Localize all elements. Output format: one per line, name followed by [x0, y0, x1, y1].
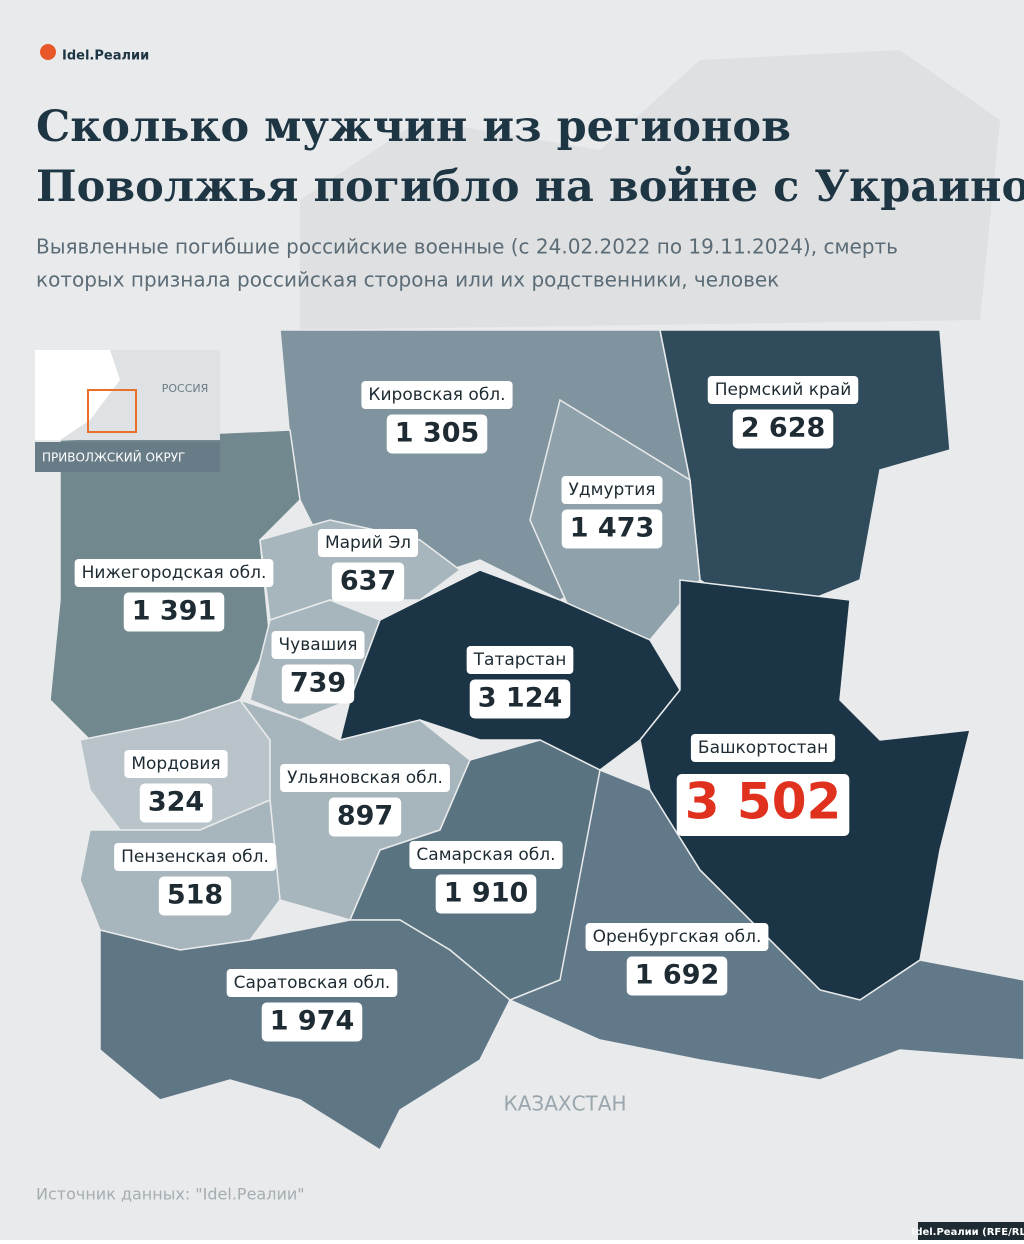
region-name: Саратовская обл. — [234, 973, 391, 993]
value-box — [386, 414, 488, 454]
region-name: Самарская обл. — [416, 845, 555, 865]
title: Поволжья погибло на войне с Украиной — [36, 162, 1024, 212]
label-box — [561, 476, 663, 504]
label-box — [74, 559, 274, 587]
value-box — [561, 509, 663, 549]
region-name: Ульяновская обл. — [287, 768, 443, 788]
logo-icon — [40, 44, 56, 60]
value-box — [281, 664, 355, 704]
inset-frame — [87, 389, 137, 433]
label-box — [707, 376, 859, 404]
subtitle: которых признала российская сторона или … — [36, 268, 779, 292]
subtitle: Выявленные погибшие российские военные (… — [36, 235, 898, 259]
label-box — [317, 529, 419, 557]
value-box — [626, 956, 728, 996]
title: Сколько мужчин из регионов — [36, 102, 791, 152]
region-value: 3 502 — [685, 773, 842, 831]
label-box — [271, 631, 365, 659]
region-name: Пензенская обл. — [121, 847, 269, 867]
background-shape — [300, 50, 1000, 330]
value-box — [139, 783, 213, 823]
region-value: 897 — [337, 801, 393, 832]
inset: РОССИЯ ПРИВОЛЖСКИЙ ОКРУГ — [35, 350, 220, 472]
inset-land — [35, 350, 120, 440]
label-box — [585, 923, 769, 951]
region-name: Мордовия — [131, 754, 220, 774]
region-value: 1 305 — [395, 418, 480, 449]
label-box — [280, 764, 450, 792]
region-value: 324 — [148, 787, 204, 818]
label-box — [466, 646, 574, 674]
credit-bg — [918, 1222, 1024, 1240]
inset-country: РОССИЯ — [162, 382, 209, 395]
label-box — [409, 841, 563, 869]
label-box — [226, 969, 398, 997]
value-box — [331, 562, 405, 602]
region-name: Пермский край — [715, 380, 852, 400]
neighbor-label: КАЗАХСТАН — [504, 1092, 627, 1116]
region — [508, 768, 1024, 1081]
region-name: Марий Эл — [325, 533, 411, 553]
inset-caption: ПРИВОЛЖСКИЙ ОКРУГ — [42, 450, 185, 465]
region-value: 1 692 — [635, 960, 720, 991]
value-box — [435, 874, 537, 914]
region-value: 518 — [167, 880, 223, 911]
credit: Idel.Реалии (RFE/RL) — [912, 1227, 1024, 1238]
value-box — [123, 592, 225, 632]
label-box — [690, 734, 836, 762]
logo-text: Idel.Реалии — [62, 49, 149, 64]
region-name: Чувашия — [279, 635, 358, 655]
region-value: 3 124 — [478, 683, 563, 714]
region-value: 1 974 — [270, 1006, 355, 1037]
inset-caption-bg — [35, 442, 220, 472]
value-box — [732, 409, 834, 449]
value-box — [328, 797, 402, 837]
region-name: Удмуртия — [569, 480, 656, 500]
region-name: Оренбургская обл. — [593, 927, 762, 947]
region-name: Башкортостан — [698, 738, 828, 758]
source: Источник данных: "Idel.Реалии" — [36, 1185, 305, 1204]
logo: Idel.Реалии — [40, 44, 149, 64]
value-box — [158, 876, 232, 916]
label-box — [361, 381, 513, 409]
region-value: 2 628 — [741, 413, 826, 444]
label-box — [114, 843, 276, 871]
region-name: Нижегородская обл. — [82, 563, 267, 583]
value-box — [676, 774, 850, 836]
region-name: Татарстан — [473, 650, 567, 670]
region-value: 739 — [290, 668, 346, 699]
value-box — [261, 1002, 363, 1042]
region-value: 637 — [340, 566, 396, 597]
region-value: 1 473 — [570, 513, 655, 544]
value-box — [469, 679, 571, 719]
region-name: Кировская обл. — [368, 385, 505, 405]
region-value: 1 391 — [132, 596, 217, 627]
label-box — [124, 750, 228, 778]
region-value: 1 910 — [444, 878, 529, 909]
